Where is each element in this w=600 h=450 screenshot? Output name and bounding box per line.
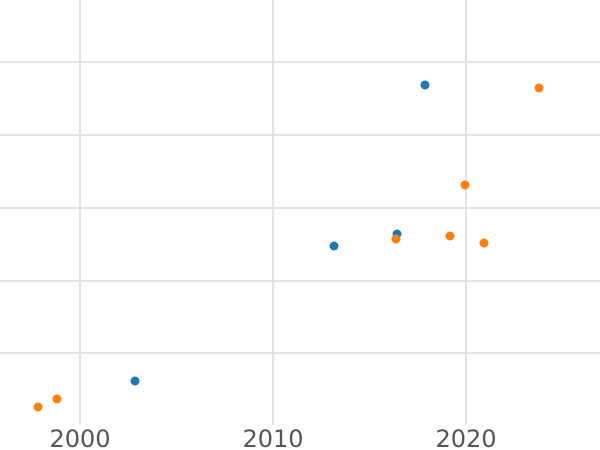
orange-series-point	[445, 231, 455, 241]
horizontal-gridline	[0, 134, 600, 136]
orange-series-point	[52, 394, 62, 404]
orange-series-point	[391, 234, 401, 244]
x-tick-label-2000: 2000	[49, 425, 111, 450]
orange-series-point	[33, 402, 43, 412]
orange-series-point	[534, 83, 544, 93]
x-tick-label-2010: 2010	[242, 425, 304, 450]
orange-series-point	[460, 180, 470, 190]
horizontal-gridline	[0, 207, 600, 209]
x-tick-label-2020: 2020	[435, 425, 497, 450]
horizontal-gridline	[0, 352, 600, 354]
blue-series-point	[420, 80, 430, 90]
vertical-gridline	[79, 0, 81, 425]
blue-series-point	[329, 241, 339, 251]
orange-series-point	[479, 238, 489, 248]
horizontal-gridline	[0, 61, 600, 63]
blue-series-point	[130, 376, 140, 386]
vertical-gridline	[272, 0, 274, 425]
blue-series-point	[392, 229, 402, 239]
horizontal-gridline	[0, 280, 600, 282]
vertical-gridline	[465, 0, 467, 425]
